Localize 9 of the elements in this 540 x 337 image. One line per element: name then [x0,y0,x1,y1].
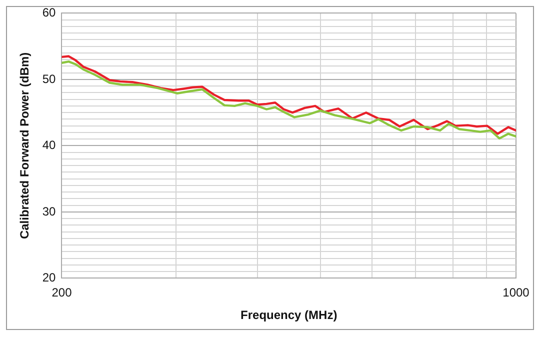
y-tick-label: 40 [42,138,56,152]
y-tick-label: 50 [42,72,56,86]
x-axis-title: Frequency (MHz) [240,308,338,322]
y-tick-label: 30 [42,204,56,218]
y-tick-label: 60 [42,6,56,20]
y-axis-title: Calibrated Forward Power (dBm) [18,52,32,240]
y-tick-label: 20 [42,270,56,285]
x-tick-label: 1000 [502,286,530,300]
x-tick-label: 200 [52,286,72,300]
